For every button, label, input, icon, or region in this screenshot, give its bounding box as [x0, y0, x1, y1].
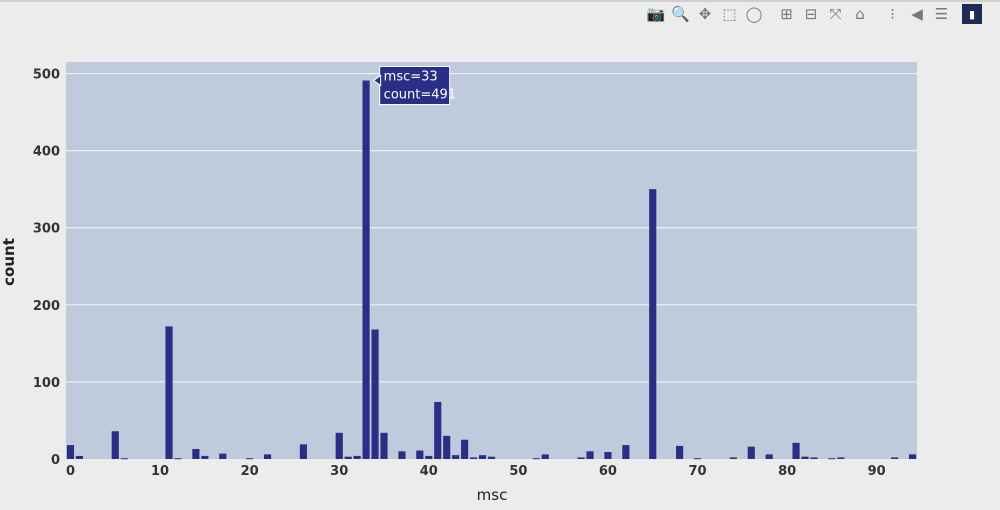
- y-tick-label: 100: [33, 376, 60, 391]
- x-tick-label: 40: [420, 464, 438, 479]
- bar[interactable]: [676, 445, 684, 459]
- tooltip-line-y: count=491: [384, 88, 456, 103]
- y-axis-title: count: [0, 238, 18, 286]
- bar[interactable]: [604, 452, 612, 459]
- bar[interactable]: [792, 442, 800, 459]
- bars: [66, 80, 917, 460]
- x-tick-label: 80: [778, 464, 796, 479]
- bar[interactable]: [828, 458, 836, 460]
- bar[interactable]: [219, 453, 227, 459]
- y-tick-label: 400: [33, 145, 60, 160]
- x-tick-label: 30: [330, 464, 348, 479]
- x-tick-labels: 0 10 20 30 40 50 60 70 80 90: [66, 464, 886, 479]
- bar[interactable]: [443, 435, 451, 459]
- pan-icon[interactable]: ✥: [698, 5, 712, 23]
- x-tick-label: 10: [151, 464, 169, 479]
- bar[interactable]: [452, 455, 460, 459]
- tooltip-arrow: [372, 74, 382, 87]
- y-tick-label: 0: [51, 453, 60, 468]
- bar[interactable]: [908, 454, 917, 459]
- bar[interactable]: [75, 455, 84, 459]
- bar[interactable]: [398, 451, 406, 459]
- bar[interactable]: [165, 326, 173, 459]
- zoom-icon[interactable]: 🔍: [671, 5, 690, 23]
- bar[interactable]: [174, 458, 182, 460]
- bar[interactable]: [801, 456, 809, 459]
- zoom-in-icon[interactable]: ⊞: [780, 5, 793, 23]
- y-tick-label: 300: [33, 222, 60, 237]
- x-tick-label: 50: [509, 464, 527, 479]
- bar[interactable]: [335, 432, 343, 459]
- bar[interactable]: [416, 450, 424, 459]
- home-icon[interactable]: ⌂: [855, 5, 865, 23]
- bar[interactable]: [810, 457, 818, 459]
- top-border: [0, 0, 1000, 2]
- bar[interactable]: [487, 456, 496, 459]
- bar[interactable]: [371, 329, 379, 459]
- spike-lines-icon[interactable]: ⁝: [890, 5, 895, 23]
- plot-area[interactable]: [66, 62, 917, 459]
- bar[interactable]: [299, 444, 307, 459]
- y-tick-labels: 0 100 200 300 400 500: [33, 68, 60, 468]
- lasso-select-icon[interactable]: ◯: [745, 5, 763, 23]
- bar[interactable]: [765, 454, 773, 459]
- hover-closest-icon[interactable]: ◀: [911, 5, 923, 23]
- bar[interactable]: [353, 455, 361, 459]
- bar[interactable]: [837, 457, 845, 459]
- x-tick-label: 60: [599, 464, 617, 479]
- x-tick-label: 70: [688, 464, 706, 479]
- x-tick-label: 90: [868, 464, 886, 479]
- gridlines: [66, 72, 917, 383]
- bar[interactable]: [729, 457, 737, 459]
- y-tick-label: 500: [33, 68, 60, 83]
- bar[interactable]: [425, 455, 433, 459]
- bar[interactable]: [246, 458, 254, 460]
- bar[interactable]: [586, 451, 594, 459]
- bar[interactable]: [891, 457, 899, 459]
- bar[interactable]: [434, 401, 442, 459]
- bar[interactable]: [66, 445, 75, 459]
- camera-icon[interactable]: 📷: [646, 5, 666, 23]
- plotly-logo-icon[interactable]: ▮: [962, 4, 982, 24]
- bar[interactable]: [263, 454, 272, 459]
- modebar: 📷 🔍 ✥ ⬚ ◯ ⊞ ⊟ ⤧ ⌂ ⁝ ◀ ☰ ▮: [646, 4, 987, 24]
- tooltip-line-x: msc=33: [384, 70, 438, 85]
- bar[interactable]: [192, 448, 200, 459]
- bar[interactable]: [461, 439, 469, 459]
- bar[interactable]: [362, 80, 370, 459]
- x-tick-label: 0: [66, 464, 75, 479]
- bar[interactable]: [120, 458, 128, 460]
- bar[interactable]: [693, 458, 702, 460]
- box-select-icon[interactable]: ⬚: [722, 5, 737, 23]
- bar[interactable]: [201, 455, 209, 459]
- x-axis-title: msc: [477, 486, 508, 504]
- y-tick-label: 200: [33, 299, 60, 314]
- zoom-out-icon[interactable]: ⊟: [804, 5, 818, 23]
- tooltip-box: [379, 66, 451, 106]
- bar[interactable]: [541, 454, 549, 459]
- bar[interactable]: [622, 445, 630, 459]
- bar[interactable]: [380, 432, 388, 459]
- bar[interactable]: [478, 455, 487, 459]
- bar[interactable]: [470, 457, 478, 459]
- hover-compare-icon[interactable]: ☰: [934, 5, 949, 23]
- bar[interactable]: [649, 189, 657, 460]
- bar[interactable]: [747, 446, 755, 459]
- bar[interactable]: [577, 457, 585, 459]
- bar[interactable]: [111, 431, 119, 459]
- hover-tooltip: msc=33 count=491: [372, 66, 456, 106]
- bar[interactable]: [532, 458, 540, 460]
- x-tick-label: 20: [241, 464, 259, 479]
- autoscale-icon[interactable]: ⤧: [829, 5, 842, 23]
- bar[interactable]: [344, 456, 352, 459]
